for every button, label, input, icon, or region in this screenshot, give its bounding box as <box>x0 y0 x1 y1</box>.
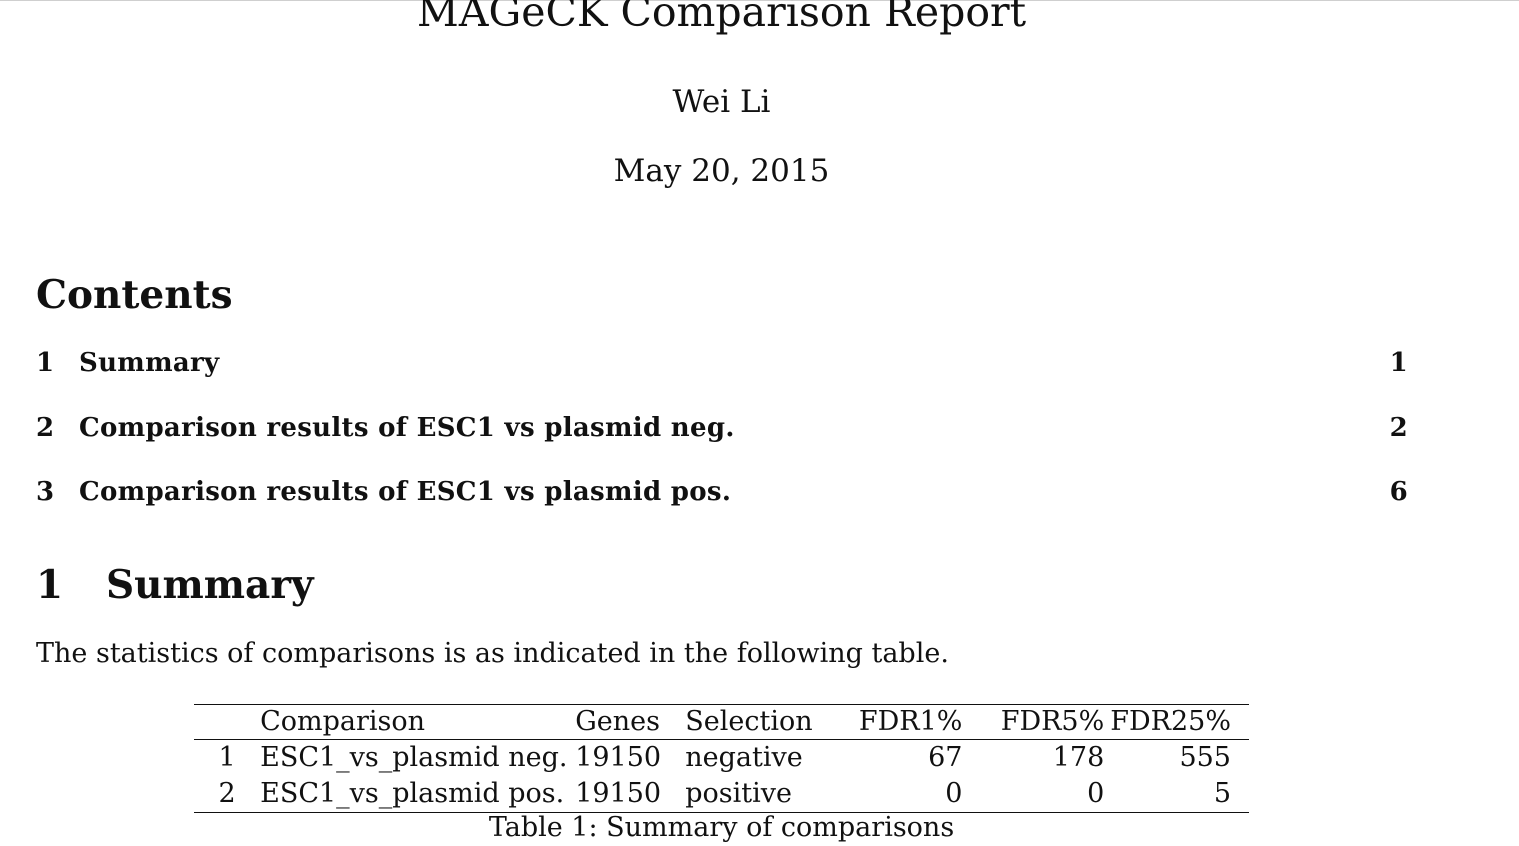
toc-entry-page[interactable]: 2 <box>1389 413 1408 443</box>
summary-paragraph: The statistics of comparisons is as indi… <box>36 638 949 669</box>
section-title: Summary <box>106 562 314 608</box>
toc-entry-page[interactable]: 6 <box>1389 477 1408 507</box>
toc-entry-title[interactable]: Comparison results of ESC1 vs plasmid ne… <box>79 413 735 443</box>
header-genes: Genes <box>575 704 686 740</box>
header-selection: Selection <box>685 704 827 740</box>
toc-entry-title[interactable]: Comparison results of ESC1 vs plasmid po… <box>79 477 732 507</box>
cell-genes: 19150 <box>575 742 662 773</box>
section-number: 1 <box>36 562 64 608</box>
document-title: MAGeCK Comparison Report <box>416 0 1027 36</box>
cell-selection: positive <box>685 778 793 809</box>
header-fdr25: FDR25% <box>1110 704 1249 740</box>
cell-fdr5: 0 <box>1087 778 1105 809</box>
cell-fdr25: 555 <box>1179 742 1231 773</box>
table-caption: Table 1: Summary of comparisons <box>488 812 955 843</box>
cell-fdr1: 0 <box>945 778 963 809</box>
cell-genes: 19150 <box>575 778 662 809</box>
summary-table: Comparison Genes Selection FDR1% FDR5% F… <box>194 704 1249 813</box>
header-fdr1: FDR1% <box>826 704 969 740</box>
toc-entry[interactable]: 3 Comparison results of ESC1 vs plasmid … <box>36 475 1408 509</box>
toc-entry-number: 1 <box>36 348 55 378</box>
cell-comparison: ESC1_vs_plasmid neg. <box>260 742 568 773</box>
cell-index: 1 <box>218 742 236 773</box>
document-date: May 20, 2015 <box>613 153 830 189</box>
cell-fdr5: 178 <box>1052 742 1105 773</box>
cell-index: 2 <box>218 778 236 809</box>
toc-entry-page[interactable]: 1 <box>1389 348 1408 378</box>
toc-entry-number: 2 <box>36 413 55 443</box>
toc-heading: Contents <box>36 272 233 318</box>
header-fdr5: FDR5% <box>968 704 1111 740</box>
table-row: 2 ESC1_vs_plasmid pos. 19150 positive 0 … <box>194 776 1249 813</box>
cell-comparison: ESC1_vs_plasmid pos. <box>260 778 565 809</box>
header-index <box>194 704 261 740</box>
toc-entry[interactable]: 2 Comparison results of ESC1 vs plasmid … <box>36 411 1408 445</box>
cell-fdr1: 67 <box>928 742 963 773</box>
page-top-border <box>0 0 1519 1</box>
document-author: Wei Li <box>672 84 771 120</box>
table-header-row: Comparison Genes Selection FDR1% FDR5% F… <box>194 704 1249 740</box>
toc-entry[interactable]: 1 Summary 1 <box>36 346 1408 380</box>
cell-selection: negative <box>685 742 803 773</box>
table-row: 1 ESC1_vs_plasmid neg. 19150 negative 67… <box>194 740 1249 777</box>
header-comparison: Comparison <box>260 704 576 740</box>
toc-entry-number: 3 <box>36 477 55 507</box>
cell-fdr25: 5 <box>1213 778 1231 809</box>
toc-entry-title[interactable]: Summary <box>79 348 220 378</box>
